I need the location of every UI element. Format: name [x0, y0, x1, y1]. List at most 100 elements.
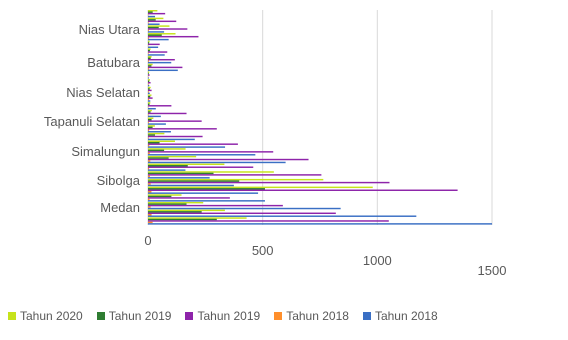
bar: [148, 40, 150, 43]
category-label: Simalungun: [71, 144, 140, 159]
bar: [148, 66, 183, 69]
bar: [148, 69, 178, 72]
bar: [148, 138, 195, 141]
bar: [148, 105, 172, 107]
bar: [148, 214, 152, 216]
bar: [148, 84, 150, 87]
x-tick-label: 500: [252, 243, 274, 258]
bar: [148, 52, 149, 55]
bar: [148, 83, 149, 85]
bar: [148, 148, 186, 150]
bar: [148, 181, 390, 184]
bar: [148, 211, 202, 213]
bar: [148, 25, 170, 27]
bar: [148, 137, 149, 139]
legend-item: Tahun 2020: [8, 309, 83, 323]
legend-item: Tahun 2019: [185, 309, 260, 323]
category-label: Sibolga: [97, 173, 141, 188]
bar: [148, 183, 151, 185]
x-tick-label: 1500: [478, 263, 507, 278]
bar: [148, 209, 225, 212]
bar: [148, 215, 417, 217]
x-tick-label: 0: [144, 233, 151, 248]
bar: [148, 118, 152, 121]
bar: [148, 92, 150, 95]
bar: [148, 197, 230, 199]
bar: [148, 42, 150, 44]
bar: [148, 117, 154, 119]
bar: [148, 129, 150, 132]
bar: [148, 121, 149, 124]
bar: [148, 144, 150, 147]
legend-swatch: [362, 312, 371, 320]
bar: [148, 103, 150, 106]
bar: [148, 63, 153, 66]
bar: [148, 151, 274, 153]
bar: [148, 77, 149, 79]
legend-label: Tahun 2019: [197, 309, 261, 323]
bar: [148, 72, 149, 75]
bar: [148, 195, 172, 198]
bar: [148, 146, 226, 148]
bar: [148, 111, 151, 113]
category-label: Nias Utara: [79, 22, 141, 37]
bar: [148, 115, 161, 118]
bar: [148, 60, 149, 62]
bar: [148, 201, 204, 204]
bar: [148, 61, 172, 64]
bar: [148, 95, 151, 98]
bar: [148, 22, 149, 24]
bar: [148, 65, 152, 67]
legend-swatch: [185, 312, 194, 320]
bar: [148, 28, 188, 30]
legend-label: Tahun 2018: [286, 309, 349, 323]
bar: [148, 169, 186, 171]
bar: [148, 35, 199, 38]
bar: [148, 204, 283, 207]
legend-label: Tahun 2018: [374, 309, 438, 323]
bar: [148, 172, 214, 175]
bar: [148, 23, 160, 25]
bar: [148, 98, 150, 101]
bar: [148, 88, 150, 90]
bar: [148, 206, 151, 208]
bar: [148, 34, 162, 36]
bar: [148, 43, 160, 46]
bar: [148, 189, 458, 191]
bar: [148, 178, 324, 181]
bar: [148, 135, 203, 138]
bar: [148, 154, 256, 156]
bar: [148, 180, 240, 182]
bar: [148, 102, 151, 104]
bar: [148, 166, 254, 168]
bar: [148, 131, 171, 133]
bar: [148, 212, 336, 215]
bar: [148, 165, 188, 167]
legend-swatch: [96, 312, 105, 320]
bar: [148, 58, 175, 61]
bar: [148, 123, 166, 125]
bar: [148, 31, 165, 33]
bar: [148, 158, 309, 161]
bar: [148, 10, 158, 12]
bar: [148, 125, 155, 127]
bar: [148, 57, 151, 59]
bar: [148, 188, 265, 190]
bar: [148, 91, 149, 93]
bar: [148, 51, 168, 53]
bar: [148, 49, 150, 52]
bar: [148, 177, 210, 179]
bar: [148, 19, 156, 21]
bar: [148, 184, 234, 187]
bar: [148, 174, 322, 176]
bar: [148, 167, 150, 170]
bar: [148, 194, 182, 196]
legend-label: Tahun 2019: [108, 309, 172, 323]
bar: [148, 48, 151, 50]
bar: [148, 149, 165, 152]
legend-swatch: [274, 312, 283, 320]
bar: [148, 12, 166, 15]
bar: [148, 163, 225, 166]
bar: [148, 152, 150, 155]
